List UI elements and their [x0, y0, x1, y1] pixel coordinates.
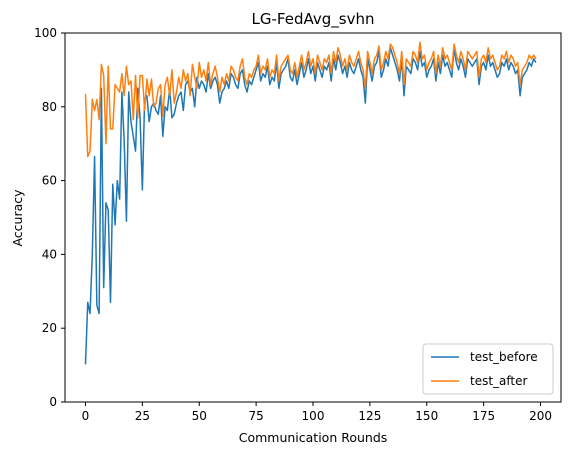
- legend-label-test-after: test_after: [470, 374, 528, 388]
- x-tick-label: 25: [135, 409, 150, 423]
- y-axis-label: Accuracy: [10, 189, 25, 247]
- x-tick-label: 200: [529, 409, 552, 423]
- x-tick-label: 150: [415, 409, 438, 423]
- x-tick-label: 0: [82, 409, 90, 423]
- x-axis-label: Communication Rounds: [239, 430, 388, 445]
- x-tick-label: 125: [358, 409, 381, 423]
- plot-area: [84, 41, 537, 365]
- legend-label-test-before: test_before: [470, 350, 538, 364]
- y-tick-label: 80: [42, 100, 57, 114]
- y-tick-label: 40: [42, 247, 57, 261]
- y-tick-label: 100: [34, 26, 57, 40]
- x-tick-label: 75: [248, 409, 263, 423]
- y-tick-label: 60: [42, 174, 57, 188]
- x-tick-label: 100: [302, 409, 325, 423]
- series-line-test-before: [84, 47, 537, 365]
- y-tick-label: 20: [42, 321, 57, 335]
- y-tick-label: 0: [49, 395, 57, 409]
- series-line-test-after: [84, 41, 537, 158]
- legend: test_before test_after: [422, 343, 554, 395]
- x-tick-label: 50: [192, 409, 207, 423]
- plot-frame: [64, 32, 562, 403]
- x-tick-label: 175: [472, 409, 495, 423]
- chart-title: LG-FedAvg_svhn: [252, 10, 375, 29]
- y-axis-ticks: 0 20 40 60 80 100: [34, 26, 65, 409]
- x-axis-ticks: 0 25 50 75 100 125 150 175 200: [82, 402, 552, 423]
